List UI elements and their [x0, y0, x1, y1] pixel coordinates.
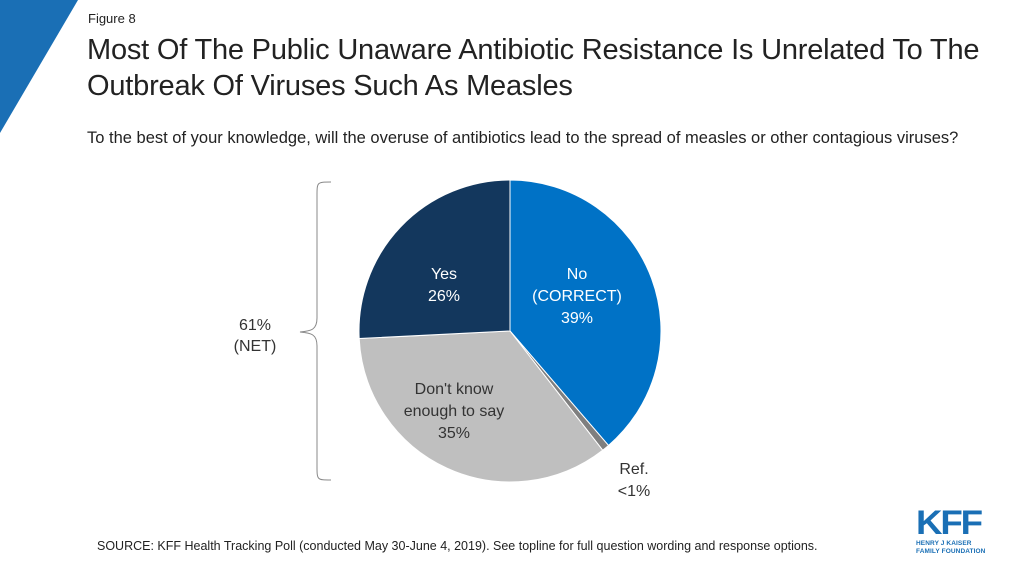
net-value: 61%: [238, 317, 272, 334]
slice-no-label: No (CORRECT) 39%: [532, 266, 622, 327]
figure-label: Figure 8: [88, 11, 136, 26]
slice-yes-label: Yes 26%: [428, 266, 460, 305]
slice-yes: [358, 179, 511, 340]
slice-dont-know-label: Don't know enough to say 35%: [404, 381, 505, 442]
corner-accent: [0, 0, 78, 133]
chart-title: Most Of The Public Unaware Antibiotic Re…: [87, 34, 980, 102]
logo-wordmark: KFF: [916, 504, 983, 542]
slice-dont-know: [358, 330, 604, 483]
source-note: SOURCE: KFF Health Tracking Poll (conduc…: [97, 539, 818, 553]
logo-line-1: HENRY J KAISER: [916, 540, 972, 547]
logo-line-2: FAMILY FOUNDATION: [916, 547, 986, 555]
net-caption: (NET): [233, 338, 277, 355]
slice-ref-label: Ref. <1%: [618, 461, 650, 500]
chart-subtitle: To the best of your knowledge, will the …: [87, 129, 959, 147]
kff-logo: KFF HENRY J KAISER FAMILY FOUNDATION: [916, 506, 996, 555]
net-bracket: [299, 181, 332, 481]
net-label: 61% (NET): [205, 315, 305, 357]
slice-no: [509, 179, 662, 447]
